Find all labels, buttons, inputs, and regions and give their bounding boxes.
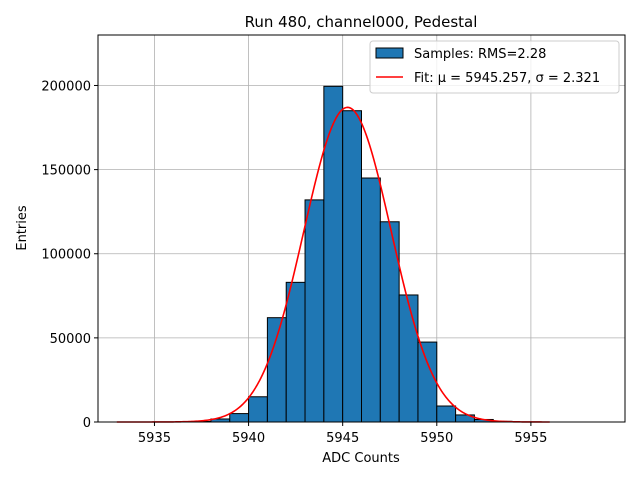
y-tick-label: 0 bbox=[83, 416, 91, 431]
histogram-bar bbox=[398, 294, 419, 423]
legend-histogram-label: Samples: RMS=2.28 bbox=[414, 47, 546, 62]
histogram-bar bbox=[229, 413, 250, 423]
x-tick-label: 5955 bbox=[514, 431, 547, 446]
y-tick-label: 150000 bbox=[41, 164, 91, 179]
legend-fit-label: Fit: μ = 5945.257, σ = 2.321 bbox=[414, 71, 600, 86]
histogram-bar bbox=[304, 199, 325, 423]
histogram-bar bbox=[285, 281, 306, 423]
histogram-bar bbox=[266, 317, 287, 423]
histogram-bar bbox=[436, 405, 457, 423]
x-tick-label: 5950 bbox=[420, 431, 453, 446]
chart-title: Run 480, channel000, Pedestal bbox=[245, 13, 478, 31]
legend-box bbox=[369, 40, 620, 94]
legend-histogram-swatch bbox=[375, 47, 404, 59]
legend: Samples: RMS=2.28 Fit: μ = 5945.257, σ =… bbox=[369, 40, 620, 94]
y-tick-label: 50000 bbox=[50, 332, 91, 347]
x-tick-label: 5940 bbox=[232, 431, 265, 446]
y-axis-label: Entries bbox=[15, 205, 30, 251]
histogram-bar bbox=[248, 396, 268, 423]
histogram-bars bbox=[191, 85, 513, 423]
histogram-bar bbox=[342, 110, 362, 423]
x-axis-label: ADC Counts bbox=[322, 451, 400, 466]
y-tick-label: 200000 bbox=[41, 79, 91, 94]
histogram-bar bbox=[323, 85, 344, 423]
plot-frame bbox=[97, 34, 626, 423]
y-axis-ticks: 0 50000 100000 150000 200000 bbox=[41, 79, 98, 431]
histogram-bar bbox=[417, 341, 438, 423]
x-axis-ticks: 5935 5940 5945 5950 5955 bbox=[138, 422, 547, 446]
x-tick-label: 5935 bbox=[138, 431, 171, 446]
y-tick-label: 100000 bbox=[41, 248, 91, 263]
histogram-bar bbox=[361, 177, 381, 423]
x-tick-label: 5945 bbox=[326, 431, 359, 446]
